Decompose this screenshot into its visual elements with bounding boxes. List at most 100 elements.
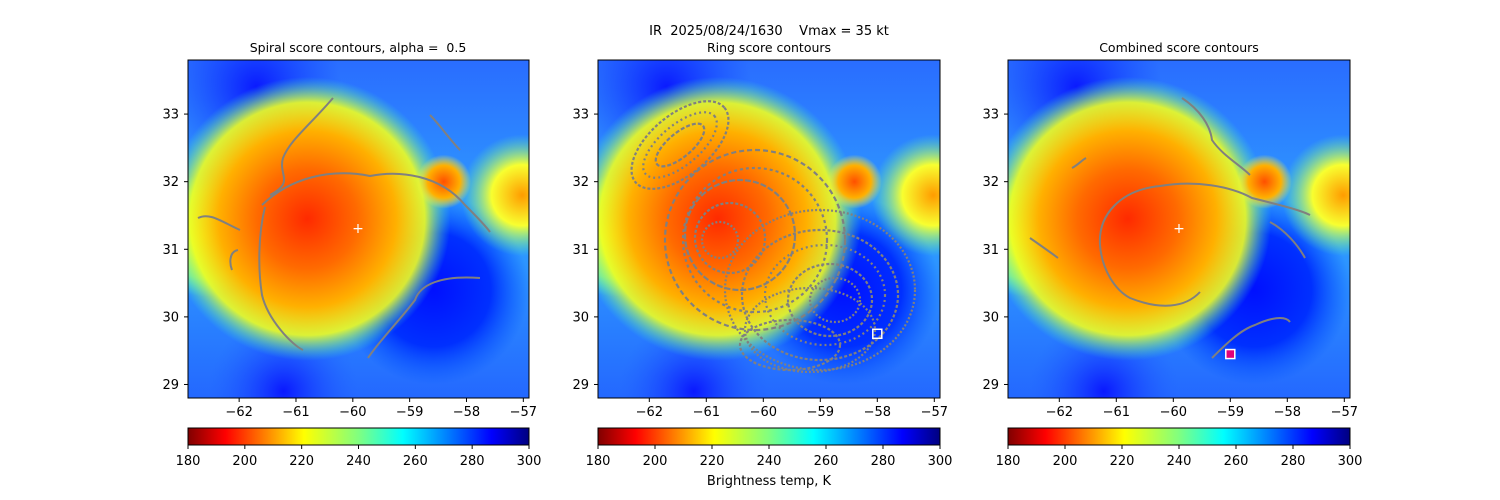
y-tick-label: 33: [572, 108, 589, 123]
x-tick-label: −61: [1103, 405, 1130, 420]
contour-line: [229, 249, 239, 271]
colorbar-tick-label: 180: [586, 454, 611, 469]
x-axis: −62 −61 −60 −59 −58 −57: [225, 398, 537, 420]
y-axis: 29 30 31 32 33: [982, 108, 1008, 393]
x-tick-label: −59: [396, 405, 423, 420]
combined-contours: [1029, 97, 1311, 359]
y-tick-label: 31: [162, 243, 179, 258]
colorbar-tick-label: 240: [1167, 454, 1192, 469]
x-tick-label: −62: [1046, 405, 1073, 420]
ir-image: [598, 60, 940, 398]
contour-ring: [642, 111, 718, 179]
y-tick-label: 29: [572, 378, 589, 393]
contour-line: [1098, 182, 1311, 246]
x-tick-label: −61: [282, 405, 309, 420]
y-axis: 29 30 31 32 33: [572, 108, 598, 393]
y-tick-label: 32: [162, 175, 179, 190]
colorbar-tick-label: 180: [996, 454, 1021, 469]
colorbar-tick-label: 220: [700, 454, 725, 469]
panel-ring: Ring score contours: [572, 40, 952, 489]
target-box: [872, 328, 883, 340]
y-tick-label: 32: [982, 175, 999, 190]
colorbar-tick-label: 260: [403, 454, 428, 469]
x-tick-label: −57: [510, 405, 537, 420]
x-tick-label: −61: [693, 405, 720, 420]
contour-ring: [663, 148, 847, 332]
contour-line: [197, 215, 241, 231]
panel-title: Combined score contours: [1099, 40, 1259, 55]
panel-combined: Combined score contours + −62: [982, 40, 1362, 469]
panel-title: Ring score contours: [707, 40, 831, 55]
colorbar-tick-label: 220: [1110, 454, 1135, 469]
panel-spiral: Spiral score contours, alpha = 0.5 +: [162, 40, 541, 469]
center-marker: +: [352, 221, 364, 237]
colorbar-tick-label: 260: [1224, 454, 1249, 469]
colorbar-tick-label: 300: [517, 454, 542, 469]
contour-line: [367, 276, 481, 359]
x-tick-label: −62: [225, 405, 252, 420]
colorbar: 180 200 220 240 260 280 300: [586, 427, 952, 469]
x-tick-label: −59: [807, 405, 834, 420]
colorbar: 180 200 220 240 260 280 300: [176, 427, 542, 469]
colorbar-bar: [597, 427, 941, 446]
x-tick-label: −58: [1274, 405, 1301, 420]
panel-title: Spiral score contours, alpha = 0.5: [250, 40, 467, 55]
contour-line: [1071, 157, 1087, 169]
contour-line: [1181, 97, 1251, 176]
y-tick-label: 33: [162, 108, 179, 123]
colorbar: 180 200 220 240 260 280 300: [996, 427, 1363, 469]
y-tick-label: 33: [982, 108, 999, 123]
plot-frame: [597, 59, 941, 399]
colorbar-label: Brightness temp, K: [707, 474, 832, 489]
contour-ring: [693, 201, 767, 275]
contour-ring: [738, 318, 842, 372]
contour-ring: [808, 276, 862, 324]
spiral-contours: [197, 97, 491, 359]
colorbar-tick-label: 300: [1338, 454, 1363, 469]
colorbar-tick-label: 220: [289, 454, 314, 469]
contour-line: [261, 172, 491, 233]
colorbar-tick-label: 280: [1281, 454, 1306, 469]
contour-line: [258, 206, 304, 351]
colorbar-tick-label: 240: [346, 454, 371, 469]
colorbar-tick-label: 240: [757, 454, 782, 469]
colorbar-tick-label: 280: [871, 454, 896, 469]
colorbar-bar: [187, 427, 530, 446]
x-tick-label: −62: [636, 405, 663, 420]
contour-ring: [700, 220, 740, 260]
plot-frame: [1007, 59, 1351, 399]
ir-image: [1008, 60, 1350, 398]
contour-line: [1211, 317, 1291, 359]
x-tick-label: −58: [453, 405, 480, 420]
y-tick-label: 31: [572, 243, 589, 258]
contour-line: [429, 114, 461, 151]
x-tick-label: −60: [750, 405, 777, 420]
plot-frame: [187, 59, 530, 399]
x-tick-label: −57: [1331, 405, 1358, 420]
y-tick-label: 31: [982, 243, 999, 258]
x-tick-label: −60: [1160, 405, 1187, 420]
y-tick-label: 29: [982, 378, 999, 393]
colorbar-tick-label: 200: [232, 454, 257, 469]
y-tick-label: 30: [572, 310, 589, 325]
colorbar-tick-label: 180: [176, 454, 201, 469]
ir-image: [188, 60, 529, 398]
colorbar-tick-label: 280: [460, 454, 485, 469]
contour-line: [269, 97, 334, 196]
x-tick-label: −60: [339, 405, 366, 420]
y-tick-label: 29: [162, 378, 179, 393]
contour-line: [1029, 237, 1059, 259]
y-tick-label: 32: [572, 175, 589, 190]
colorbar-tick-label: 200: [1053, 454, 1078, 469]
contour-ring: [763, 243, 887, 347]
contour-ring: [681, 166, 829, 314]
colorbar-tick-label: 200: [643, 454, 668, 469]
y-tick-label: 30: [982, 310, 999, 325]
contour-ring: [723, 208, 917, 372]
center-marker: +: [1173, 221, 1185, 237]
x-axis: −62 −61 −60 −59 −58 −57: [1046, 398, 1358, 420]
colorbar-tick-label: 260: [814, 454, 839, 469]
target-box: [1225, 348, 1236, 360]
contour-line: [1269, 221, 1306, 259]
